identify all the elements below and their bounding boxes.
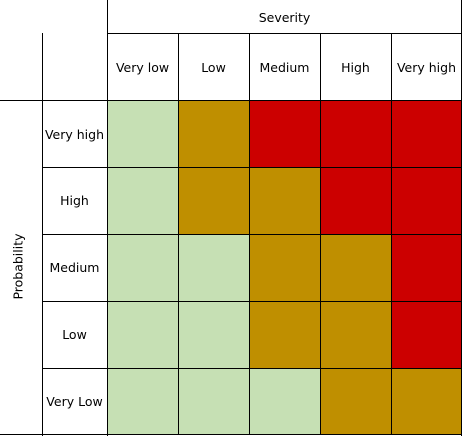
risk-cell-high-risk [250, 101, 320, 167]
column-header-very-low: Very low [115, 59, 170, 75]
risk-cell-low-risk [108, 168, 178, 234]
row-header-medium: Medium [49, 260, 100, 275]
grid-line [0, 434, 462, 435]
risk-cell-high-risk [392, 168, 461, 234]
row-header-high: High [60, 193, 89, 208]
risk-cell-low-risk [108, 302, 178, 368]
risk-cell-high-risk [321, 101, 391, 167]
risk-cell-high-risk [392, 235, 461, 301]
risk-cell-high-risk [392, 101, 461, 167]
risk-cell-low-risk [179, 369, 249, 434]
risk-cell-low-risk [108, 369, 178, 434]
grid-line [391, 33, 392, 435]
row-header-very-low: Very Low [46, 394, 103, 409]
risk-cell-medium-risk [321, 235, 391, 301]
risk-cell-medium-risk [179, 101, 249, 167]
grid-line [42, 167, 462, 168]
grid-line [42, 234, 462, 235]
risk-cell-medium-risk [250, 235, 320, 301]
row-header-very-high: Very high [44, 126, 105, 142]
grid-line [178, 33, 179, 435]
probability-axis-title: Probability [10, 233, 26, 300]
grid-line [320, 33, 321, 435]
risk-cell-high-risk [321, 168, 391, 234]
risk-cell-medium-risk [250, 168, 320, 234]
risk-cell-low-risk [179, 235, 249, 301]
column-header-low: Low [201, 59, 226, 75]
grid-line [107, 0, 108, 436]
risk-cell-medium-risk [250, 302, 320, 368]
grid-line [42, 301, 462, 302]
risk-cell-medium-risk [321, 369, 391, 434]
column-header-very-high: Very high [396, 59, 457, 75]
grid-line [107, 33, 462, 34]
severity-axis-title: Severity [258, 9, 311, 25]
grid-line [0, 100, 462, 101]
column-header-high: High [341, 59, 370, 75]
grid-line [249, 33, 250, 435]
risk-cell-low-risk [179, 302, 249, 368]
risk-cell-medium-risk [321, 302, 391, 368]
risk-cell-low-risk [250, 369, 320, 434]
risk-cell-high-risk [392, 302, 461, 368]
risk-cell-medium-risk [392, 369, 461, 434]
column-header-medium: Medium [259, 59, 310, 75]
risk-cell-medium-risk [179, 168, 249, 234]
risk-cell-low-risk [108, 101, 178, 167]
row-header-low: Low [62, 327, 87, 342]
risk-cell-low-risk [108, 235, 178, 301]
grid-line [42, 368, 462, 369]
